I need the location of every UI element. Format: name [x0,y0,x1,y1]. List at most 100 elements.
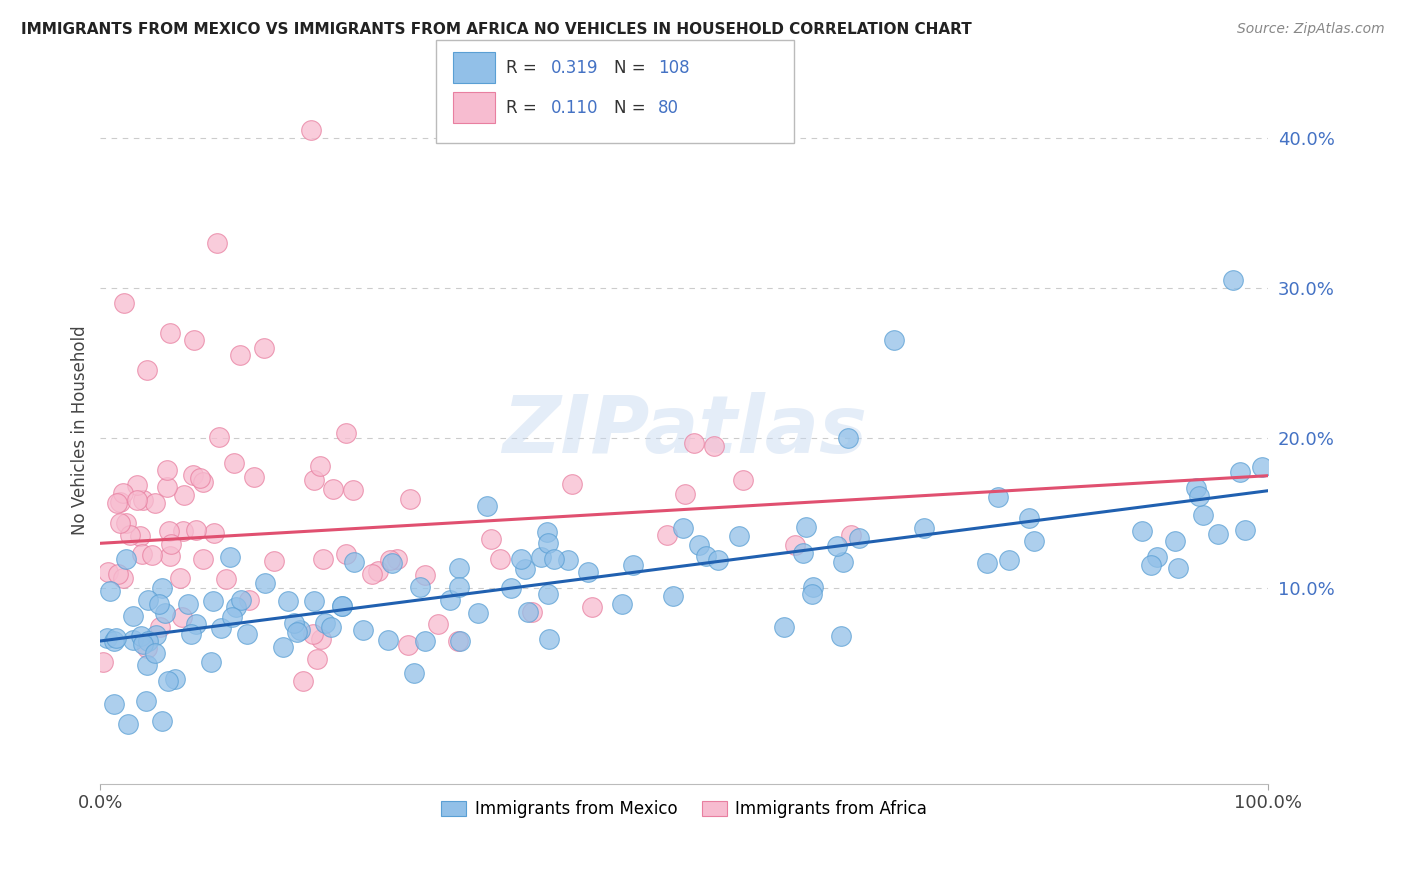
Point [150,714,173,728]
Point [103,697,125,711]
Point [377,633,399,648]
Point [135,694,157,708]
Point [467,606,489,620]
Point [1164,533,1187,548]
Point [181,468,204,483]
Point [672,521,695,535]
Point [285,625,308,640]
Point [97,565,120,579]
Point [136,592,159,607]
Point [127,492,149,507]
Point [1146,549,1168,564]
Point [219,550,242,565]
Point [398,491,420,506]
Point [321,620,343,634]
Point [785,538,807,552]
Point [489,552,512,566]
Point [290,623,312,637]
Point [165,673,187,687]
Point [1139,558,1161,573]
Point [136,363,159,377]
Text: 80: 80 [658,99,679,117]
Point [172,524,194,538]
Point [183,334,205,348]
Point [132,637,155,651]
Point [342,483,364,497]
Point [108,495,131,509]
Point [186,616,208,631]
Point [728,529,751,543]
Point [447,634,470,648]
Point [229,593,252,607]
Point [209,621,232,635]
Point [987,490,1010,504]
Point [1222,273,1244,287]
Point [322,483,344,497]
Point [243,469,266,483]
Point [509,552,531,566]
Text: N =: N = [614,99,651,117]
Point [335,547,357,561]
Point [104,631,127,645]
Point [170,610,193,624]
Point [177,597,200,611]
Point [292,673,315,688]
Point [1185,482,1208,496]
Text: N =: N = [614,59,651,77]
Point [830,629,852,643]
Point [309,632,332,647]
Point [145,628,167,642]
Point [837,432,859,446]
Point [145,646,167,660]
Point [131,547,153,561]
Point [1206,526,1229,541]
Point [141,548,163,562]
Point [1018,511,1040,525]
Point [149,620,172,634]
Point [156,480,179,494]
Point [1167,560,1189,574]
Point [148,597,170,611]
Point [156,674,179,689]
Point [409,580,432,594]
Point [657,528,679,542]
Point [299,123,322,137]
Point [912,521,935,535]
Text: 0.319: 0.319 [551,59,599,77]
Point [304,473,326,487]
Point [1233,523,1256,537]
Point [404,665,426,680]
Text: R =: R = [506,59,543,77]
Point [308,459,330,474]
Point [673,487,696,501]
Text: ZIPatlas: ZIPatlas [502,392,866,469]
Text: 108: 108 [658,59,689,77]
Point [283,615,305,630]
Point [1192,508,1215,523]
Point [998,553,1021,567]
Point [381,556,404,570]
Point [330,599,353,613]
Point [561,477,583,491]
Point [253,575,276,590]
Point [1229,465,1251,479]
Point [330,599,353,613]
Point [305,652,328,666]
Point [157,524,180,538]
Point [731,473,754,487]
Point [132,493,155,508]
Point [447,561,470,575]
Point [117,716,139,731]
Point [159,537,181,551]
Point [143,496,166,510]
Point [115,552,138,566]
Point [841,527,863,541]
Point [201,593,224,607]
Point [801,580,824,594]
Point [449,633,471,648]
Point [107,566,129,581]
Point [396,639,419,653]
Point [1250,460,1272,475]
Point [108,516,131,530]
Point [557,553,579,567]
